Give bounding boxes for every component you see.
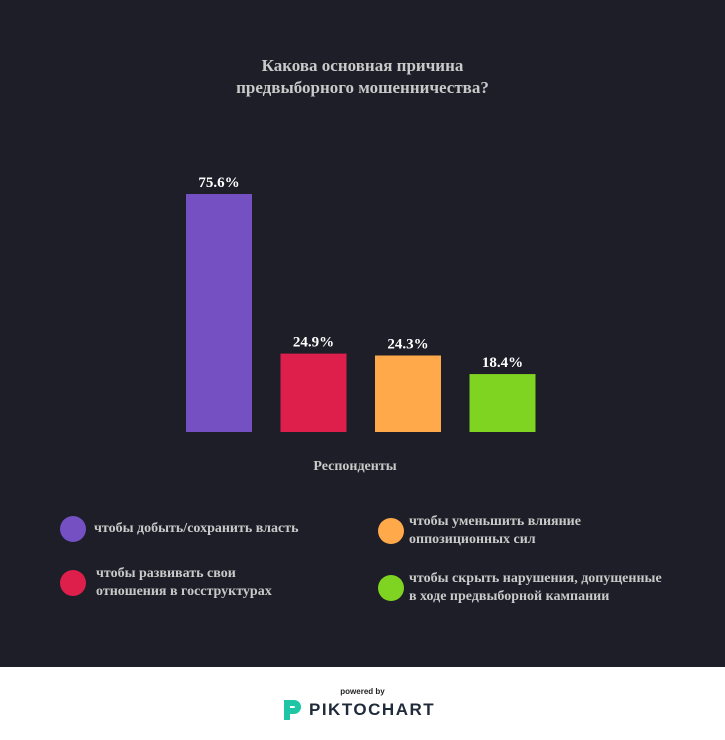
bar-value-label-2: 24.9% (293, 335, 334, 351)
title-line-2: предвыборного мошенничества? (236, 78, 489, 97)
powered-by-text: powered by (340, 687, 385, 696)
legend-dot-power (60, 516, 86, 542)
x-axis-label: Респонденты (313, 459, 396, 474)
legend-label: чтобы уменьшить влияние (409, 514, 581, 529)
bar-1 (186, 194, 252, 432)
legend-text-power: чтобы добыть/сохранить власть (94, 520, 299, 538)
chart-title: Какова основная причина предвыборного мо… (0, 55, 725, 99)
legend-item-power: чтобы добыть/сохранить власть (60, 516, 299, 542)
legend-label: оппозиционных сил (409, 532, 536, 547)
legend-label: отношения в госструктурах (96, 584, 272, 599)
bar-value-label-4: 18.4% (482, 355, 523, 371)
bar-value-label-3: 24.3% (387, 337, 428, 353)
piktochart-brand-text: PIKTOCHART (309, 700, 436, 719)
piktochart-logo[interactable]: PIKTOCHART (281, 698, 435, 722)
title-line-1: Какова основная причина (261, 56, 464, 75)
legend-item-violations: чтобы скрыть нарушения, допущенные в ход… (378, 570, 662, 606)
legend-label: в ходе предвыборной кампании (409, 589, 610, 604)
footer (0, 667, 725, 740)
legend-label: чтобы скрыть нарушения, допущенные (409, 571, 662, 586)
legend-dot-violations (378, 575, 404, 601)
legend-dot-opposition (378, 518, 404, 544)
bar-chart: 75.6% 24.9% 24.3% 18.4% Респонденты (186, 175, 536, 474)
piktochart-icon (284, 700, 301, 720)
bar-3 (375, 355, 441, 432)
legend-label: чтобы добыть/сохранить власть (94, 521, 299, 536)
legend-item-relations: чтобы развивать свои отношения в госстру… (60, 565, 272, 601)
legend-text-relations: чтобы развивать свои отношения в госстру… (96, 565, 272, 601)
chart-canvas (0, 0, 725, 667)
bar-value-label-1: 75.6% (198, 175, 239, 191)
legend-label: чтобы развивать свои (96, 566, 236, 581)
bars-group: 75.6% 24.9% 24.3% 18.4% (186, 175, 536, 432)
legend-dot-relations (60, 570, 86, 596)
legend-text-opposition: чтобы уменьшить влияние оппозиционных си… (409, 513, 581, 549)
legend-text-violations: чтобы скрыть нарушения, допущенные в ход… (409, 570, 662, 606)
bar-2 (280, 353, 347, 432)
legend-item-opposition: чтобы уменьшить влияние оппозиционных си… (378, 513, 581, 549)
bar-4 (469, 374, 536, 432)
